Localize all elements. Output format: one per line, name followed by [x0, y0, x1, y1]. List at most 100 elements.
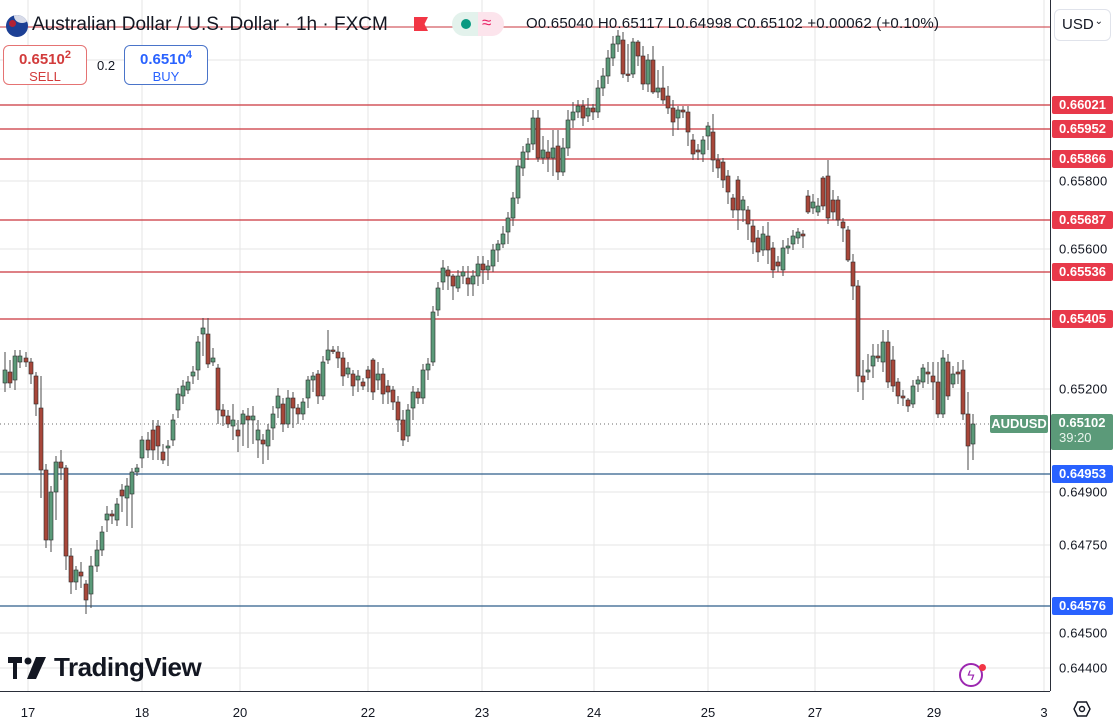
candle-up	[600, 75, 606, 89]
currency-select[interactable]: USD ⌄	[1054, 9, 1111, 41]
candle-down	[960, 369, 966, 415]
symbol-price-tag: AUDUSD	[990, 415, 1048, 433]
candle-down	[58, 461, 64, 469]
candle-down	[725, 175, 731, 193]
candle-down	[955, 371, 961, 375]
candle-up	[405, 409, 411, 437]
time-axis[interactable]: 17 18 20 22 23 24 25 27 29 3	[0, 691, 1050, 727]
price-axis[interactable]: 0.65800 0.65600 0.65200 0.64900 0.64750 0.645…	[1050, 0, 1114, 691]
candle-up	[510, 197, 516, 219]
candle-down	[890, 359, 896, 387]
spread-value: 0.2	[97, 58, 116, 73]
candle-down	[280, 403, 286, 425]
market-open-dot-icon	[461, 19, 471, 29]
candle-down	[535, 117, 541, 159]
candle-down	[800, 233, 806, 237]
candle-up	[200, 327, 206, 335]
candle-down	[935, 381, 941, 415]
candle-down	[245, 415, 251, 421]
candle-up	[795, 231, 801, 239]
time-tick-label: 24	[586, 705, 602, 720]
last-price-tag: 0.65102 39:20	[1051, 414, 1113, 450]
chart-pane[interactable]: Australian Dollar / U.S. Dollar · 1h · F…	[0, 0, 1050, 691]
symbol-title[interactable]: Australian Dollar / U.S. Dollar · 1h · F…	[32, 14, 388, 35]
price-tick-label: 0.65800	[1059, 173, 1108, 189]
candle-up	[190, 371, 196, 377]
candle-down	[385, 385, 391, 393]
candle-down	[555, 145, 561, 173]
candle-down	[860, 375, 866, 383]
candle-down	[295, 407, 301, 415]
tradingview-logo[interactable]: TradingView	[8, 652, 202, 683]
candle-down	[545, 151, 551, 159]
candle-down	[415, 391, 421, 399]
candle-down	[670, 107, 676, 123]
candle-down	[290, 397, 296, 409]
candle-up	[585, 107, 591, 117]
candle-down	[635, 41, 641, 57]
candle-up	[48, 491, 54, 541]
candle-down	[580, 105, 586, 119]
candle-up	[185, 381, 191, 391]
candle-down	[360, 381, 366, 387]
candle-down	[895, 381, 901, 397]
candle-down	[835, 199, 841, 221]
candle-down	[765, 235, 771, 251]
price-tick-label: 0.65200	[1059, 381, 1108, 397]
candle-down	[380, 373, 386, 395]
candle-down	[160, 451, 166, 461]
candle-up	[325, 349, 331, 361]
candle-up	[970, 423, 976, 445]
tradingview-logo-text: TradingView	[54, 652, 202, 682]
candle-up	[195, 341, 201, 371]
buy-button[interactable]: 0.65104 BUY	[124, 45, 208, 85]
lightning-alert-icon[interactable]: ϟ	[959, 663, 983, 687]
time-tick-label: 25	[700, 705, 716, 720]
candle-up	[440, 267, 446, 283]
flag-marker-icon[interactable]	[414, 17, 428, 31]
candle-up	[495, 243, 501, 251]
candle-up	[525, 143, 531, 153]
candle-up	[114, 503, 120, 521]
candle-up	[810, 201, 816, 209]
candle-down	[750, 225, 756, 243]
candle-down	[710, 131, 716, 161]
candle-up	[540, 149, 546, 159]
candle-up	[700, 139, 706, 155]
candle-down	[119, 489, 125, 497]
candle-up	[455, 275, 461, 289]
candle-up	[94, 549, 100, 567]
candle-up	[73, 569, 79, 583]
candle-up	[760, 233, 766, 251]
candle-down	[925, 371, 931, 375]
candle-up	[940, 357, 946, 415]
candlestick-chart[interactable]	[0, 0, 1050, 691]
candle-down	[695, 149, 701, 153]
resistance-price-tag: 0.66021	[1052, 96, 1113, 114]
candle-up	[425, 363, 431, 371]
market-status[interactable]: ≈	[452, 12, 504, 36]
sell-button[interactable]: 0.65102 SELL	[3, 45, 87, 85]
candle-up	[950, 373, 956, 385]
buy-price: 0.6510	[139, 51, 186, 68]
candle-up	[410, 391, 416, 409]
candle-down	[680, 109, 686, 113]
candle-up	[615, 35, 621, 45]
time-tick-label: 20	[232, 705, 248, 720]
candle-down	[109, 513, 115, 517]
candle-up	[565, 119, 571, 149]
candle-down	[260, 439, 266, 445]
candle-down	[845, 229, 851, 261]
candle-up	[435, 287, 441, 311]
candle-up	[605, 57, 611, 77]
candle-down	[145, 439, 151, 451]
wave-icon: ≈	[482, 13, 492, 32]
settings-hexagon-icon[interactable]	[1073, 700, 1091, 718]
candle-down	[830, 199, 836, 213]
candle-up	[375, 373, 381, 381]
candle-down	[365, 369, 371, 379]
candle-up	[165, 445, 171, 449]
candle-down	[875, 355, 881, 359]
candle-up	[530, 117, 536, 145]
candle-up	[630, 41, 636, 75]
